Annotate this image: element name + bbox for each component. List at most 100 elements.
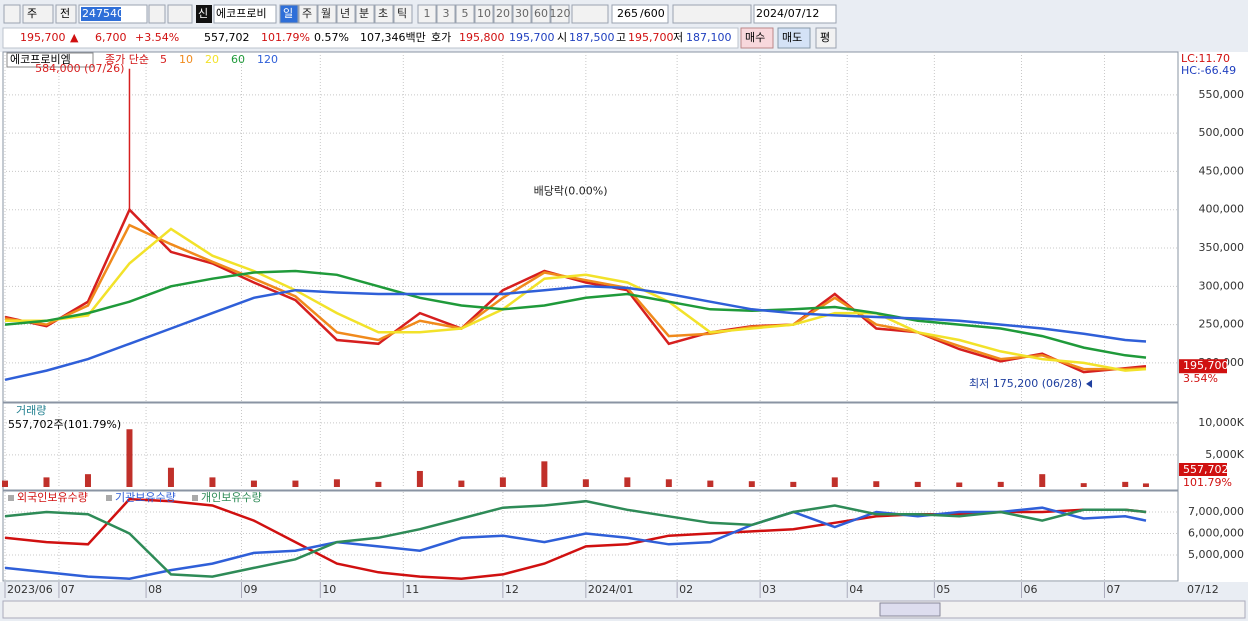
info-rate: +3.54% xyxy=(135,31,179,44)
unit-button[interactable] xyxy=(298,4,318,24)
period-label: 20 xyxy=(496,7,510,20)
hc-label: HC:-66.49 xyxy=(1181,64,1236,77)
annotation: 배당락(0.00%) xyxy=(534,184,608,197)
buy-button[interactable] xyxy=(740,27,774,49)
x-tick-label: 2024/01 xyxy=(588,583,634,596)
period-button[interactable] xyxy=(531,4,551,24)
x-tick-label: 07 xyxy=(1106,583,1120,596)
volume-bar xyxy=(375,481,382,487)
sell-button[interactable] xyxy=(777,27,811,49)
scrollbar[interactable] xyxy=(2,600,1246,619)
info-turnover: 0.57% xyxy=(314,31,349,44)
series-line xyxy=(4,207,1147,374)
stock-name: 에코프로비 xyxy=(216,7,267,20)
volume-bar xyxy=(292,480,299,487)
market: 주 xyxy=(27,7,37,20)
info-ask: 195,800 xyxy=(459,31,505,44)
scroll-controls[interactable] xyxy=(879,602,941,617)
unit-button[interactable] xyxy=(336,4,356,24)
unit-button[interactable] xyxy=(279,4,299,24)
info-bar xyxy=(2,27,739,49)
period-button[interactable] xyxy=(455,4,475,24)
current-price-box xyxy=(1179,359,1227,374)
x-tick-label: 2023/06 xyxy=(7,583,53,596)
legend-entry: 개인보유수량 xyxy=(201,491,262,504)
date: 2024/07/12 xyxy=(756,7,819,20)
legend-swatch xyxy=(106,495,112,501)
market-select[interactable] xyxy=(22,4,54,24)
legend-entry: 5 xyxy=(160,53,167,66)
volume-panel xyxy=(2,402,1179,491)
period-button[interactable] xyxy=(550,4,570,24)
avg-label: 평 xyxy=(820,31,830,44)
info-high-label: 고 xyxy=(616,31,626,44)
sound-button[interactable] xyxy=(167,4,193,24)
count-box[interactable] xyxy=(611,4,669,24)
unit-label: 년 xyxy=(340,7,350,20)
y-tick-label: 550,000 xyxy=(1199,88,1245,101)
y-tick-label: 10,000K xyxy=(1198,416,1244,429)
holding-panel xyxy=(2,490,1179,582)
legend-entry: 20 xyxy=(205,53,219,66)
unit-label: 주 xyxy=(302,7,312,20)
unit-button[interactable] xyxy=(374,4,394,24)
menu-button[interactable] xyxy=(3,4,21,24)
info-volume-rate: 101.79% xyxy=(261,31,310,44)
sell-label: 매도 xyxy=(782,31,802,44)
volume-bar xyxy=(43,477,50,487)
series-line xyxy=(4,497,1147,580)
annotation: 최저 175,200 (06/28) xyxy=(969,377,1082,390)
badge: 신 xyxy=(198,7,208,20)
unit-button[interactable] xyxy=(355,4,375,24)
series-line xyxy=(4,269,1147,359)
period-button[interactable] xyxy=(512,4,532,24)
period-button[interactable] xyxy=(493,4,513,24)
y-tick-label: 300,000 xyxy=(1199,279,1245,292)
x-tick-label: 07 xyxy=(61,583,75,596)
avg-button[interactable] xyxy=(815,27,837,49)
period-label: 60 xyxy=(534,7,548,20)
y-tick-label: 5,000,000 xyxy=(1188,548,1244,561)
info-open: 187,500 xyxy=(569,31,615,44)
period-button[interactable] xyxy=(417,4,437,24)
period-label: 5 xyxy=(462,7,469,20)
mode-button[interactable] xyxy=(55,4,77,24)
volume-bar xyxy=(1039,474,1046,487)
volume-bar xyxy=(1122,481,1129,487)
unit-button[interactable] xyxy=(393,4,413,24)
x-tick-label: 04 xyxy=(849,583,863,596)
volume-box xyxy=(1179,463,1227,476)
unit-button[interactable] xyxy=(317,4,337,24)
legend-swatch xyxy=(8,495,14,501)
volume-bar xyxy=(624,477,631,487)
legend-subtitle: 종가 단순 xyxy=(105,53,149,66)
series-line xyxy=(5,227,1147,372)
volume-current: 557,702 xyxy=(1183,463,1229,476)
period-label: 1 xyxy=(424,7,431,20)
volume-bar xyxy=(541,461,548,487)
legend-box xyxy=(6,52,94,68)
y-tick-label: 5,000K xyxy=(1205,448,1244,461)
x-tick-label: 03 xyxy=(762,583,776,596)
unit-label: 월 xyxy=(321,7,331,20)
y-tick-label: 400,000 xyxy=(1199,203,1245,216)
x-tick-label: 10 xyxy=(322,583,336,596)
price-panel xyxy=(2,51,1179,403)
period-button[interactable] xyxy=(474,4,494,24)
info-low: 187,100 xyxy=(686,31,732,44)
date-box[interactable] xyxy=(753,4,837,24)
unit-label: 틱 xyxy=(397,7,407,20)
tool-icons[interactable] xyxy=(672,4,752,24)
period-button[interactable] xyxy=(436,4,456,24)
volume-bar xyxy=(416,470,423,487)
search-button[interactable] xyxy=(148,4,166,24)
period-select[interactable] xyxy=(571,4,609,24)
legend-swatch xyxy=(192,495,198,501)
volume-bar xyxy=(665,479,672,487)
volume-bar xyxy=(956,482,963,487)
lc-label: LC:11.70 xyxy=(1181,52,1230,65)
volume-bar xyxy=(499,477,506,487)
y-tick-label: 500,000 xyxy=(1199,126,1245,139)
